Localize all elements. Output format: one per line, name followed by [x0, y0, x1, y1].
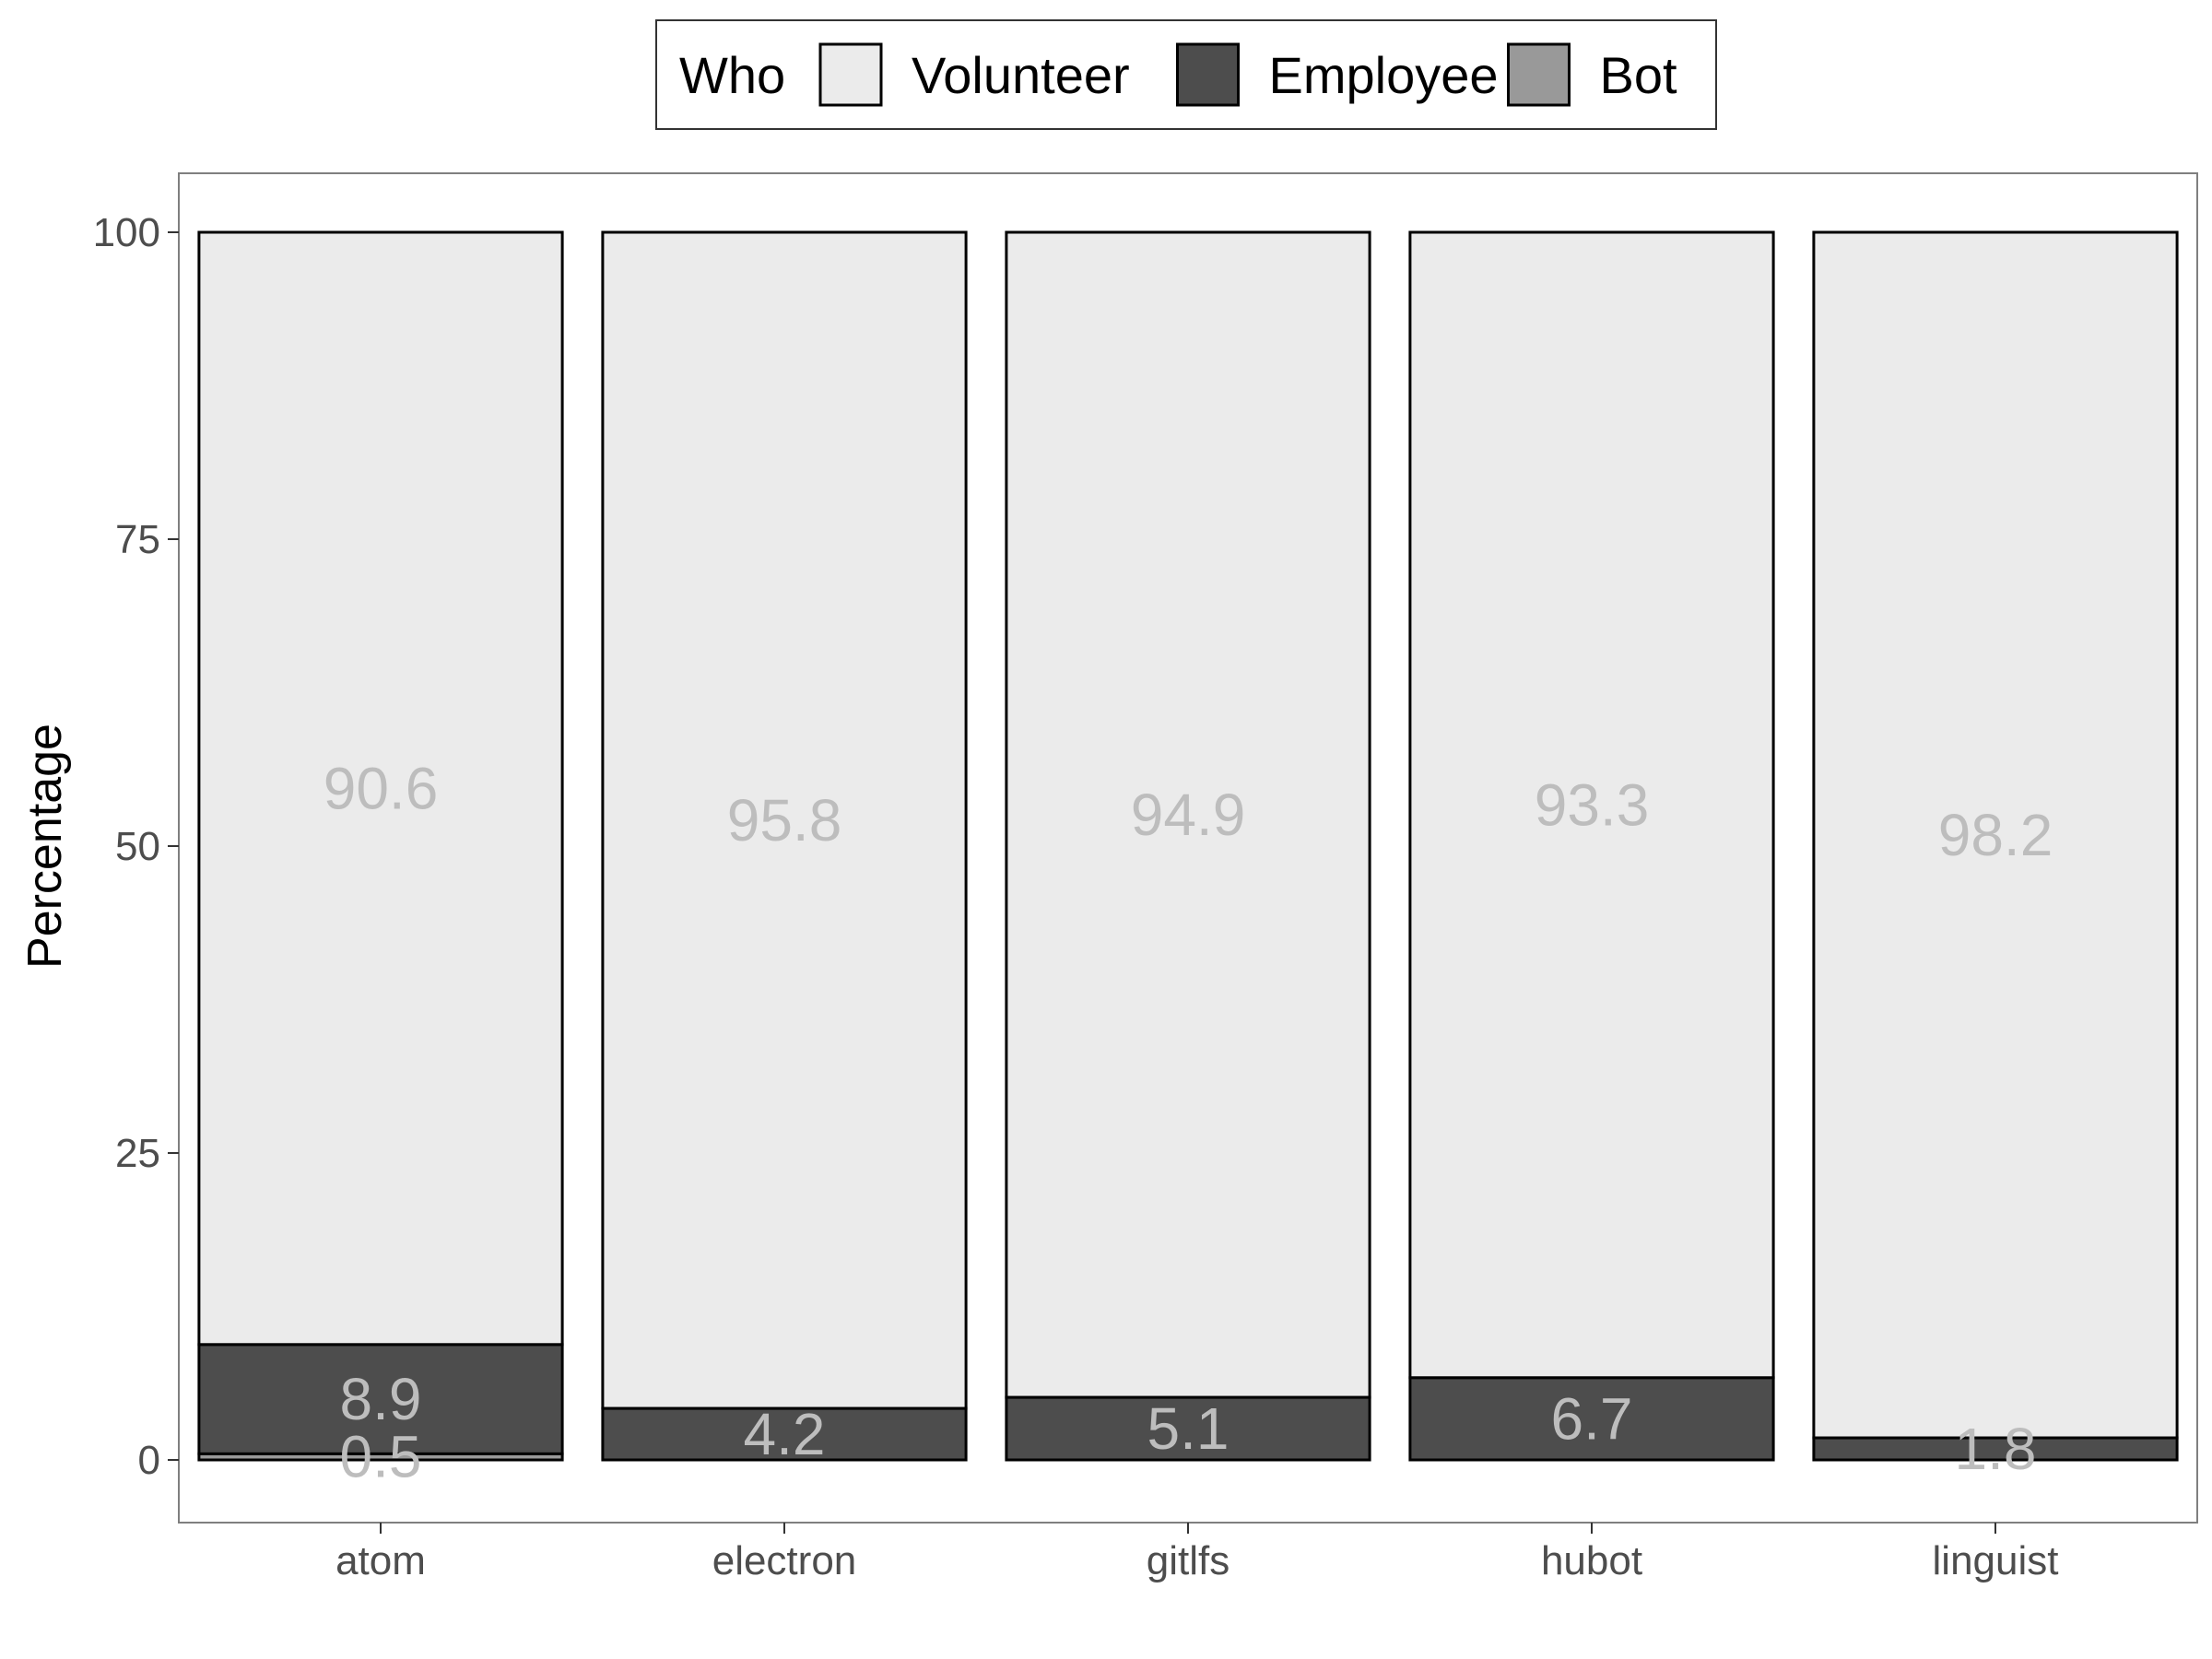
- x-tick-label-linguist: linguist: [1933, 1538, 2059, 1583]
- data-label-electron-volunteer: 95.8: [727, 787, 842, 853]
- legend-swatch-volunteer: [818, 42, 883, 107]
- data-label-atom-bot: 0.5: [340, 1424, 422, 1490]
- legend-swatch-employee: [1176, 42, 1240, 107]
- data-label-hubot-volunteer: 93.3: [1535, 771, 1650, 838]
- bar-segment-gitlfs-volunteer: [1005, 230, 1371, 1399]
- data-label-linguist-volunteer: 98.2: [1938, 802, 2053, 868]
- legend-label-employee: Employee: [1269, 46, 1499, 104]
- data-label-hubot-employee: 6.7: [1551, 1385, 1633, 1452]
- legend-label-bot: Bot: [1600, 46, 1677, 104]
- data-label-electron-employee: 4.2: [744, 1401, 826, 1467]
- bar-segment-atom-employee: [197, 1343, 564, 1455]
- x-tick-label-gitlfs: gitlfs: [1147, 1538, 1230, 1583]
- data-label-atom-volunteer: 90.6: [324, 755, 439, 821]
- y-axis-title: Percentage: [18, 724, 72, 969]
- x-tick-label-atom: atom: [335, 1538, 426, 1583]
- legend-label-volunteer: Volunteer: [912, 46, 1130, 104]
- data-labels: 90.6 8.90.5 95.8 4.2 94.9 5.1 93.3 6.7 98.2 1.8: [324, 755, 2053, 1489]
- y-tick-label: 100: [93, 210, 160, 255]
- x-tick-label-hubot: hubot: [1541, 1538, 1642, 1583]
- bar-segment-electron-volunteer: [601, 230, 968, 1410]
- y-tick-label: 25: [115, 1131, 160, 1176]
- bar-segment-atom-volunteer: [197, 230, 564, 1347]
- bar-segment-linguist-volunteer: [1812, 230, 2179, 1440]
- data-label-gitlfs-employee: 5.1: [1147, 1395, 1230, 1462]
- bar-segment-electron-employee: [601, 1406, 968, 1462]
- bars: [197, 230, 2179, 1462]
- y-tick-label: 75: [115, 517, 160, 562]
- data-label-atom-employee: 8.9: [340, 1366, 422, 1432]
- y-axis: 0 25 50 75 100: [93, 210, 179, 1483]
- legend-title: Who: [679, 46, 785, 104]
- x-tick-label-electron: electron: [712, 1538, 857, 1583]
- y-tick-label: 50: [115, 824, 160, 869]
- x-axis: atom electron gitlfs hubot linguist: [335, 1523, 2058, 1583]
- data-label-linguist-employee: 1.8: [1955, 1416, 2037, 1482]
- legend: Who Volunteer Employee Bot: [655, 19, 1717, 130]
- data-label-gitlfs-volunteer: 94.9: [1131, 782, 1246, 848]
- bar-segment-hubot-volunteer: [1408, 230, 1775, 1380]
- legend-swatch-bot: [1507, 42, 1571, 107]
- y-tick-label: 0: [138, 1438, 160, 1483]
